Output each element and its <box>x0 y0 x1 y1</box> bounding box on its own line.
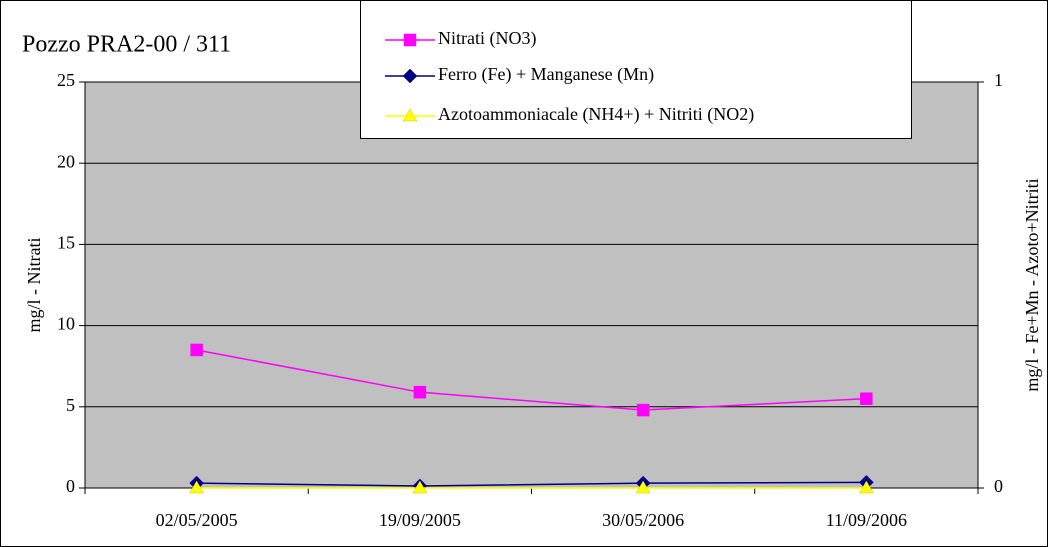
marker <box>858 480 874 494</box>
marker <box>402 68 418 84</box>
y-tick-label: 15 <box>57 233 75 253</box>
marker <box>403 33 417 47</box>
marker <box>860 392 873 405</box>
y2-axis-label: mg/l - Fe+Mn - Azoto+Nitriti <box>1022 178 1042 391</box>
marker <box>635 480 651 494</box>
y2-tick-label: 0 <box>994 476 1003 496</box>
legend <box>360 0 912 139</box>
plot-area <box>85 82 978 488</box>
series-line <box>196 349 867 411</box>
x-tick-label: 11/09/2006 <box>826 510 907 530</box>
marker <box>189 480 205 494</box>
legend-label: Ferro (Fe) + Manganese (Mn) <box>438 64 654 85</box>
x-tick-label: 19/09/2005 <box>379 510 461 530</box>
y-tick-label: 20 <box>57 151 75 171</box>
x-tick-label: 30/05/2006 <box>602 510 684 530</box>
chart-title: Pozzo PRA2-00 / 311 <box>22 32 231 58</box>
y-tick-label: 5 <box>66 395 75 415</box>
series-line <box>196 481 867 487</box>
marker <box>413 385 427 399</box>
y-tick-label: 25 <box>57 70 75 90</box>
marker <box>190 343 203 357</box>
y-axis-label: mg/l - Nitrati <box>24 238 44 333</box>
y-tick-label: 10 <box>57 314 75 334</box>
y-tick-label: 0 <box>66 476 75 496</box>
plot-background <box>85 82 978 488</box>
legend-label: Azotoammoniacale (NH4+) + Nitriti (NO2) <box>438 104 754 125</box>
marker <box>412 480 428 494</box>
y2-tick-label: 1 <box>994 70 1003 90</box>
legend-label: Nitrati (NO3) <box>438 28 536 49</box>
marker <box>402 108 418 122</box>
x-tick-label: 02/05/2005 <box>156 510 238 530</box>
marker <box>636 403 650 417</box>
